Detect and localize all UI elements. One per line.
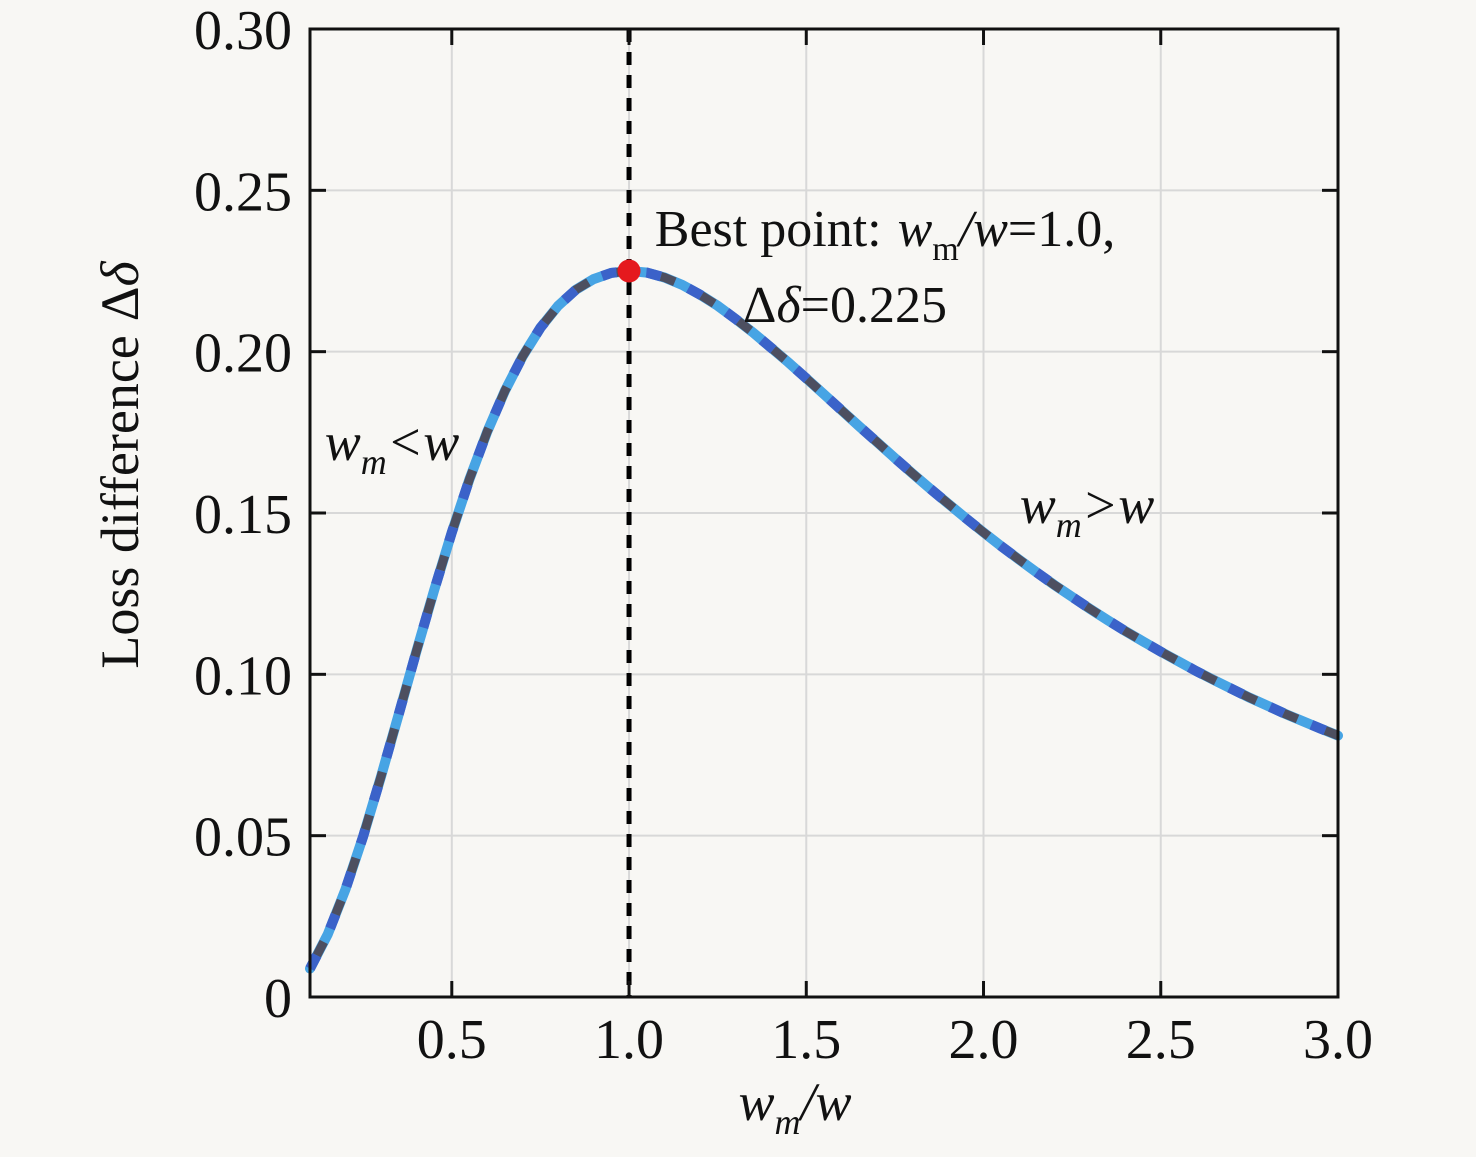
y-tick-label: 0.25: [194, 161, 292, 223]
x-tick-label: 2.0: [949, 1009, 1019, 1071]
x-tick-label: 3.0: [1303, 1009, 1373, 1071]
x-tick-label: 1.5: [771, 1009, 841, 1071]
tick-layer: [310, 27, 1340, 997]
x-axis-label: wm/w: [738, 1072, 851, 1142]
annotation-best-point-line1: Best point: wm/w=1.0,: [655, 201, 1115, 268]
x-tick-label: 1.0: [594, 1009, 664, 1071]
curve-dash-overlay-blue: [305, 265, 1340, 971]
tick-label-layer: 0.5 1.0 1.5 2.0 2.5 3.0 0 0.05 0.10 0.15 0.20 0.25 0…: [194, 0, 1373, 1071]
region-label-wm-less-than-w: wm<w: [325, 412, 460, 482]
x-tick-label: 2.5: [1126, 1009, 1196, 1071]
y-tick-label: 0: [264, 968, 292, 1030]
y-axis-label: Loss differenceΔδ: [90, 261, 150, 669]
best-point-marker: [617, 259, 641, 283]
y-tick-label: 0.10: [194, 645, 292, 707]
curve-dash-overlay-dark: [306, 266, 1340, 971]
region-label-wm-greater-than-w: wm>w: [1020, 475, 1155, 545]
y-tick-label: 0.30: [194, 0, 292, 62]
x-tick-label: 0.5: [417, 1009, 487, 1071]
y-tick-label: 0.15: [194, 484, 292, 546]
annotation-best-point-line2: Δδ=0.225: [743, 277, 947, 334]
y-tick-label: 0.20: [194, 323, 292, 385]
curve-group: [305, 265, 1343, 974]
y-tick-label: 0.05: [194, 807, 292, 869]
